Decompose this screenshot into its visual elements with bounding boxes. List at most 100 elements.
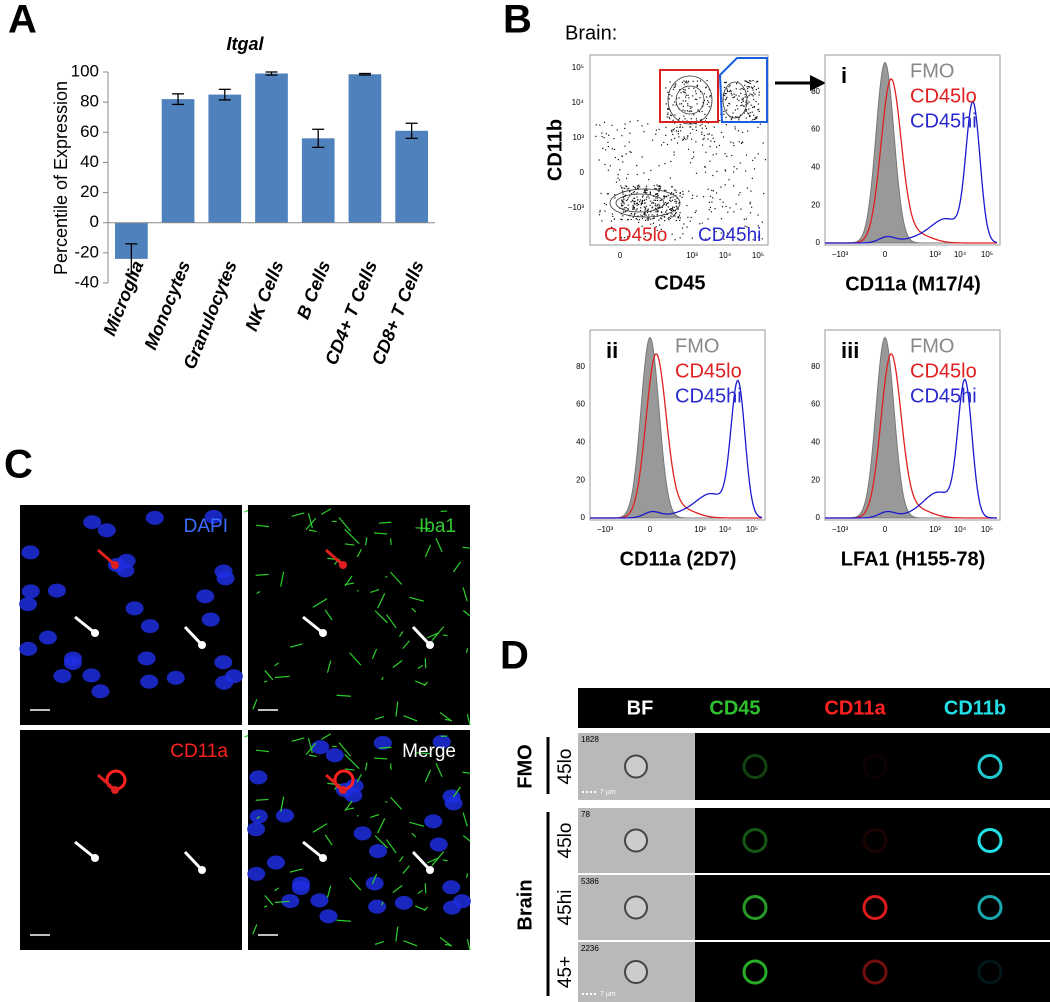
nucleus xyxy=(215,675,234,690)
x-tick-label: 10⁵ xyxy=(981,525,993,534)
y-tick-label: 20 xyxy=(811,200,820,209)
event-dot xyxy=(689,126,691,128)
event-dot xyxy=(751,206,753,208)
event-dot xyxy=(669,197,671,199)
event-dot xyxy=(670,208,672,210)
event-dot xyxy=(679,192,681,194)
event-dot xyxy=(725,81,727,83)
event-dot xyxy=(636,187,639,189)
process xyxy=(374,716,385,720)
event-dot xyxy=(724,153,726,155)
nucleus xyxy=(125,601,144,616)
event-dot xyxy=(713,141,716,143)
event-dot xyxy=(665,103,667,105)
nucleus xyxy=(247,866,266,881)
event-dot xyxy=(696,85,698,87)
event-dot xyxy=(655,133,657,135)
event-dot xyxy=(691,237,693,239)
event-dot xyxy=(641,217,644,220)
event-dot xyxy=(658,128,660,130)
event-dot xyxy=(604,210,606,212)
event-dot xyxy=(748,233,750,235)
event-dot xyxy=(742,100,744,102)
event-dot xyxy=(691,106,693,108)
y-tick-label: 0 xyxy=(90,212,99,231)
event-dot xyxy=(621,201,623,203)
event-dot xyxy=(712,154,714,156)
event-dot xyxy=(617,177,619,179)
contour xyxy=(615,193,665,213)
event-dot xyxy=(630,193,633,195)
event-dot xyxy=(677,133,679,135)
column-header: CD11a xyxy=(824,697,886,719)
event-dot xyxy=(629,151,631,153)
event-dot xyxy=(750,80,752,82)
nucleus xyxy=(249,809,268,824)
event-dot xyxy=(672,133,674,136)
y-tick-label: 80 xyxy=(811,362,820,371)
event-dot xyxy=(601,220,603,222)
event-dot xyxy=(607,141,609,143)
fluor-cell-image xyxy=(977,754,1003,779)
error-bar xyxy=(218,88,231,101)
event-dot xyxy=(688,87,690,89)
event-dot xyxy=(696,103,698,105)
micrograph xyxy=(20,730,242,950)
event-dot xyxy=(646,189,648,191)
event-dot xyxy=(685,138,687,141)
event-dot xyxy=(671,207,673,210)
event-dot xyxy=(671,213,673,215)
event-dot xyxy=(752,87,754,89)
x-tick-label: 0 xyxy=(648,525,653,534)
event-dot xyxy=(672,215,675,217)
legend-entry: CD45lo xyxy=(910,85,977,107)
bf-cell-image xyxy=(624,828,648,853)
event-dot xyxy=(677,208,679,210)
event-dot xyxy=(672,193,675,195)
event-dot xyxy=(668,108,670,110)
event-dot xyxy=(729,207,731,209)
process xyxy=(426,857,439,864)
y-tick-label: -40 xyxy=(74,272,99,291)
event-dot xyxy=(684,92,686,94)
legend-entry: CD45hi xyxy=(910,110,977,132)
event-dot xyxy=(618,179,621,181)
event-dot xyxy=(644,209,646,211)
process xyxy=(321,733,332,740)
event-dot xyxy=(668,219,670,221)
event-dot xyxy=(603,121,606,123)
event-dot xyxy=(681,196,683,199)
event-dot xyxy=(738,226,741,229)
event-dot xyxy=(740,208,742,210)
event-dot xyxy=(675,191,677,193)
event-dot xyxy=(636,208,638,210)
event-dot xyxy=(598,159,600,161)
event-dot xyxy=(665,189,667,192)
event-dot xyxy=(643,172,645,174)
event-dot xyxy=(724,86,726,89)
event-dot xyxy=(668,116,670,118)
event-dot xyxy=(695,118,698,120)
nucleus xyxy=(214,564,233,579)
event-dot xyxy=(751,106,754,108)
event-dot xyxy=(599,209,601,212)
event-dot xyxy=(683,223,685,225)
event-dot xyxy=(710,140,712,142)
event-dot xyxy=(635,217,637,220)
event-dot xyxy=(633,197,636,199)
event-dot xyxy=(637,221,640,223)
nucleus xyxy=(368,899,387,914)
process xyxy=(324,609,333,621)
event-dot xyxy=(705,86,707,88)
event-dot xyxy=(614,156,616,159)
event-dot xyxy=(685,96,687,98)
event-dot xyxy=(650,218,652,220)
event-dot xyxy=(617,158,619,161)
arrow-head xyxy=(198,641,206,649)
event-dot xyxy=(630,151,632,154)
event-dot xyxy=(699,80,702,82)
event-dot xyxy=(655,197,657,199)
event-dot xyxy=(699,119,702,121)
process xyxy=(381,901,384,906)
